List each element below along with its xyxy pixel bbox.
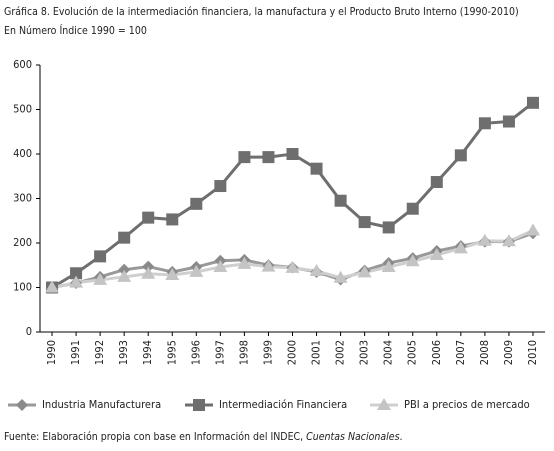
source-italic: Cuentas Nacionales	[306, 431, 399, 443]
marker	[381, 260, 396, 273]
marker	[286, 148, 299, 160]
source-prefix: Fuente: Elaboración propia con base en I…	[4, 431, 306, 443]
marker	[309, 264, 324, 277]
x-tick-label: 2007	[454, 340, 467, 365]
marker	[478, 117, 491, 130]
marker	[142, 260, 155, 273]
legend-marker	[193, 399, 205, 411]
marker	[141, 266, 156, 279]
marker	[502, 115, 515, 128]
marker	[94, 250, 107, 263]
y-tick-label: 100	[13, 281, 32, 294]
marker	[93, 272, 108, 285]
marker	[117, 269, 132, 282]
legend-label: PBI a precios de mercado	[404, 398, 530, 411]
marker	[238, 151, 251, 164]
legend-label: Intermediación Financiera	[219, 398, 347, 411]
marker	[477, 233, 492, 246]
marker	[525, 223, 540, 236]
y-tick-label: 200	[13, 236, 32, 249]
x-tick-label: 1996	[189, 340, 202, 365]
marker	[382, 221, 395, 234]
marker	[237, 256, 252, 269]
x-tick-label: 2001	[310, 340, 323, 365]
x-tick-label: 2008	[478, 340, 491, 365]
marker	[357, 265, 372, 278]
x-tick-label: 1998	[237, 340, 250, 365]
series-line	[51, 101, 534, 289]
marker	[262, 151, 275, 164]
marker	[429, 248, 444, 261]
x-tick-label: 1990	[45, 340, 58, 365]
marker	[405, 254, 420, 267]
marker	[45, 280, 60, 293]
legend-marker	[16, 399, 28, 411]
y-tick-label: 0	[26, 325, 32, 338]
marker	[213, 260, 228, 273]
marker	[430, 176, 443, 189]
marker	[285, 260, 300, 273]
marker	[406, 202, 419, 215]
marker	[334, 194, 347, 207]
x-tick-label: 2010	[526, 340, 539, 365]
x-tick-label: 1995	[165, 340, 178, 365]
marker	[214, 180, 227, 193]
marker	[526, 96, 539, 109]
marker	[118, 231, 131, 244]
marker	[118, 263, 131, 276]
marker	[333, 270, 348, 283]
marker	[165, 268, 180, 281]
legend-label: Industria Manufacturera	[42, 398, 161, 411]
marker	[142, 211, 155, 224]
legend-marker	[377, 398, 391, 410]
chart-subtitle: En Número Índice 1990 = 100	[4, 24, 147, 37]
marker	[69, 275, 84, 288]
x-tick-label: 2004	[382, 340, 395, 365]
y-tick-label: 300	[13, 192, 32, 205]
y-tick-label: 600	[13, 58, 32, 71]
marker	[358, 216, 371, 229]
x-tick-label: 2003	[358, 340, 371, 365]
x-tick-label: 1991	[69, 340, 82, 365]
y-tick-label: 500	[13, 103, 32, 116]
x-tick-label: 1993	[117, 340, 130, 365]
x-tick-label: 1997	[213, 340, 226, 365]
marker	[501, 234, 516, 247]
marker	[310, 162, 323, 175]
marker	[189, 264, 204, 277]
x-tick-label: 1994	[141, 340, 154, 365]
x-tick-label: 1992	[93, 340, 106, 365]
x-tick-label: 1999	[261, 340, 274, 365]
x-tick-label: 2002	[334, 340, 347, 365]
marker	[453, 241, 468, 254]
marker	[454, 149, 467, 162]
x-tick-label: 2005	[406, 340, 419, 365]
x-tick-label: 2006	[430, 340, 443, 365]
marker	[166, 213, 179, 226]
marker	[70, 267, 83, 280]
y-tick-label: 400	[13, 147, 32, 160]
chart-title: Gráfica 8. Evolución de la intermediació…	[4, 6, 519, 18]
x-tick-label: 2000	[286, 340, 299, 365]
x-tick-label: 2009	[502, 340, 515, 365]
source-suffix: .	[400, 431, 403, 443]
marker	[190, 197, 203, 210]
marker	[261, 259, 276, 272]
source-note: Fuente: Elaboración propia con base en I…	[4, 431, 403, 443]
